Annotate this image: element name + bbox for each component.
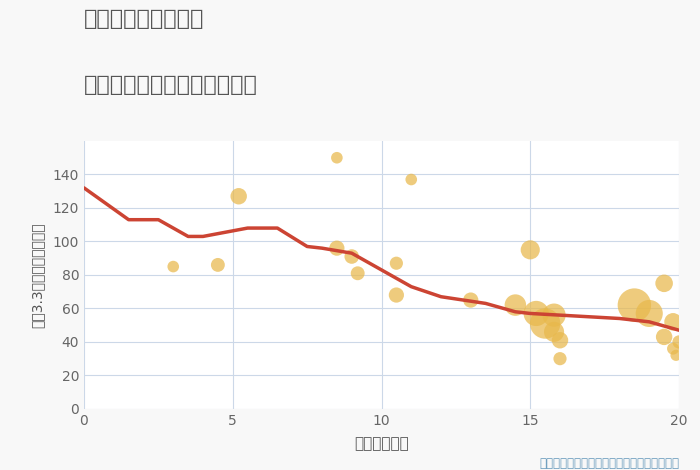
Point: [659, 333, 670, 341]
Point: [644, 310, 655, 317]
Point: [346, 253, 357, 260]
Point: [671, 352, 682, 359]
Point: [391, 259, 402, 267]
Point: [212, 261, 223, 269]
Point: [540, 320, 551, 327]
Point: [549, 311, 560, 319]
Point: [233, 193, 244, 200]
Point: [331, 244, 342, 252]
Point: [510, 301, 521, 309]
Point: [391, 291, 402, 299]
Text: 駅距離別中古マンション価格: 駅距離別中古マンション価格: [84, 75, 258, 95]
Point: [554, 355, 566, 362]
Point: [531, 310, 542, 317]
Point: [673, 338, 685, 346]
Point: [331, 154, 342, 162]
Point: [549, 328, 560, 336]
Point: [668, 318, 679, 326]
Point: [554, 337, 566, 344]
Point: [629, 301, 640, 309]
X-axis label: 駅距離（分）: 駅距離（分）: [354, 436, 409, 451]
Point: [352, 269, 363, 277]
Text: 埼玉県三郷市彦野の: 埼玉県三郷市彦野の: [84, 9, 204, 30]
Point: [668, 345, 679, 352]
Text: 円の大きさは、取引のあった物件面積を示す: 円の大きさは、取引のあった物件面積を示す: [539, 457, 679, 470]
Point: [659, 280, 670, 287]
Point: [525, 246, 536, 254]
Point: [168, 263, 179, 270]
Point: [406, 176, 417, 183]
Point: [465, 296, 476, 304]
Y-axis label: 坪（3.3㎡）単価（万円）: 坪（3.3㎡）単価（万円）: [30, 222, 44, 328]
